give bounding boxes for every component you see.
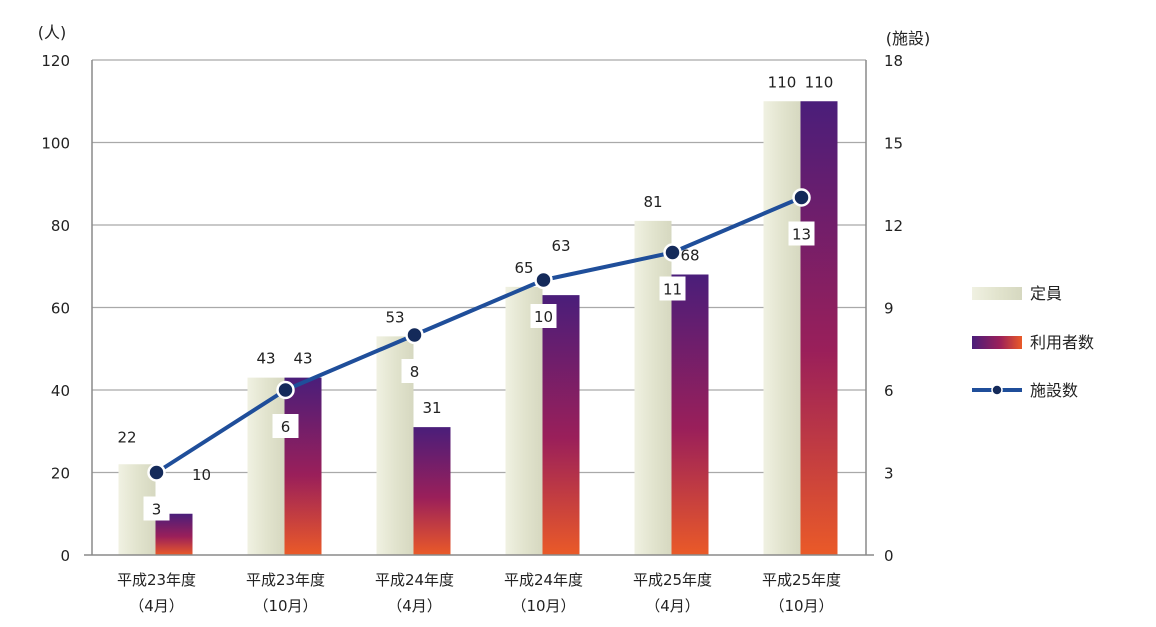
x-tick-label-sub: （4月） (645, 597, 700, 615)
legend-label-users: 利用者数 (1030, 333, 1094, 352)
x-tick-label: 平成24年度 (375, 571, 454, 589)
bar-users (155, 513, 193, 555)
data-label-users: 43 (293, 350, 312, 368)
y-left-tick-label: 0 (60, 547, 70, 565)
bar-users (413, 427, 451, 555)
legend-marker-facilities (991, 384, 1003, 396)
data-label-facilities: 11 (663, 281, 682, 299)
data-label-users: 110 (805, 73, 834, 91)
bar-users (800, 101, 838, 555)
legend-swatch-users (972, 336, 1022, 349)
data-label-capacity: 43 (256, 350, 275, 368)
x-tick-label: 平成25年度 (762, 571, 841, 589)
data-label-facilities-box (530, 304, 557, 328)
data-label-facilities-box (659, 276, 686, 301)
x-tick-label-sub: （10月） (769, 597, 833, 615)
data-label-facilities-box (143, 496, 170, 521)
y-left-tick-label: 60 (51, 300, 70, 318)
data-label-users: 68 (680, 247, 699, 265)
data-label-capacity: 65 (514, 259, 533, 277)
data-label-users: 63 (551, 237, 570, 255)
y-left-tick-label: 20 (51, 465, 70, 483)
x-tick-label: 平成25年度 (633, 571, 712, 589)
line-point-facilities (276, 380, 295, 400)
line-facilities (155, 195, 803, 475)
y-right-tick-label: 9 (884, 300, 894, 318)
line-layer (147, 188, 811, 482)
data-label-facilities: 10 (534, 308, 553, 326)
x-tick-label-sub: （10月） (511, 597, 575, 615)
x-tick-label-sub: （4月） (387, 597, 442, 615)
axis-layer: 0 20 40 60 80 100 120 0 3 6 9 12 15 18 (人) (施設) 平成23年度 （4… (38, 23, 931, 615)
data-label-facilities-box (788, 221, 815, 246)
data-label-facilities: 6 (281, 418, 291, 436)
y-left-tick-label: 120 (41, 52, 70, 70)
x-tick-label: 平成24年度 (504, 571, 583, 589)
data-label-capacity: 110 (768, 73, 797, 91)
bar-users (284, 377, 322, 555)
line-point-facilities (792, 188, 811, 207)
legend-label-capacity: 定員 (1030, 284, 1062, 303)
data-label-facilities: 8 (410, 363, 420, 381)
bar-capacity (763, 101, 801, 555)
data-label-facilities-box (401, 359, 428, 383)
line-point-facilities (534, 270, 553, 290)
y-left-tick-label: 40 (51, 382, 70, 400)
y-right-tick-label: 12 (884, 217, 903, 235)
data-label-capacity: 53 (385, 308, 404, 326)
y-right-tick-label: 3 (884, 465, 894, 483)
line-point-facilities (147, 463, 166, 482)
x-tick-label: 平成23年度 (246, 571, 325, 589)
x-tick-label: 平成23年度 (117, 571, 196, 589)
line-point-facilities (663, 243, 682, 262)
y-right-tick-label: 18 (884, 52, 903, 70)
bar-capacity (505, 286, 543, 555)
bar-users (542, 295, 580, 555)
data-label-facilities-box (272, 414, 299, 438)
y-left-tick-label: 100 (41, 135, 70, 153)
data-label-capacity: 81 (643, 193, 662, 211)
legend-label-facilities: 施設数 (1030, 381, 1078, 400)
data-label-facilities: 13 (792, 226, 811, 244)
x-tick-label-sub: （10月） (253, 597, 317, 615)
y-left-tick-label: 80 (51, 217, 70, 235)
y-right-tick-label: 0 (884, 547, 894, 565)
y-left-axis-title: (人) (38, 23, 67, 42)
bar-capacity (634, 220, 672, 555)
y-right-tick-label: 6 (884, 382, 894, 400)
data-label-facilities: 3 (152, 501, 162, 519)
data-label-users: 31 (422, 399, 441, 417)
data-label-users: 10 (192, 466, 211, 484)
line-point-facilities (405, 325, 424, 345)
bar-capacity (247, 377, 285, 555)
bar-users (671, 274, 709, 555)
y-right-tick-label: 15 (884, 135, 903, 153)
y-right-axis-title: (施設) (886, 29, 931, 48)
x-tick-label-sub: （4月） (129, 597, 184, 615)
bar-layer (118, 101, 838, 555)
grid-layer (92, 59, 866, 474)
data-label-capacity: 22 (117, 428, 136, 446)
legend-swatch-capacity (972, 287, 1022, 300)
